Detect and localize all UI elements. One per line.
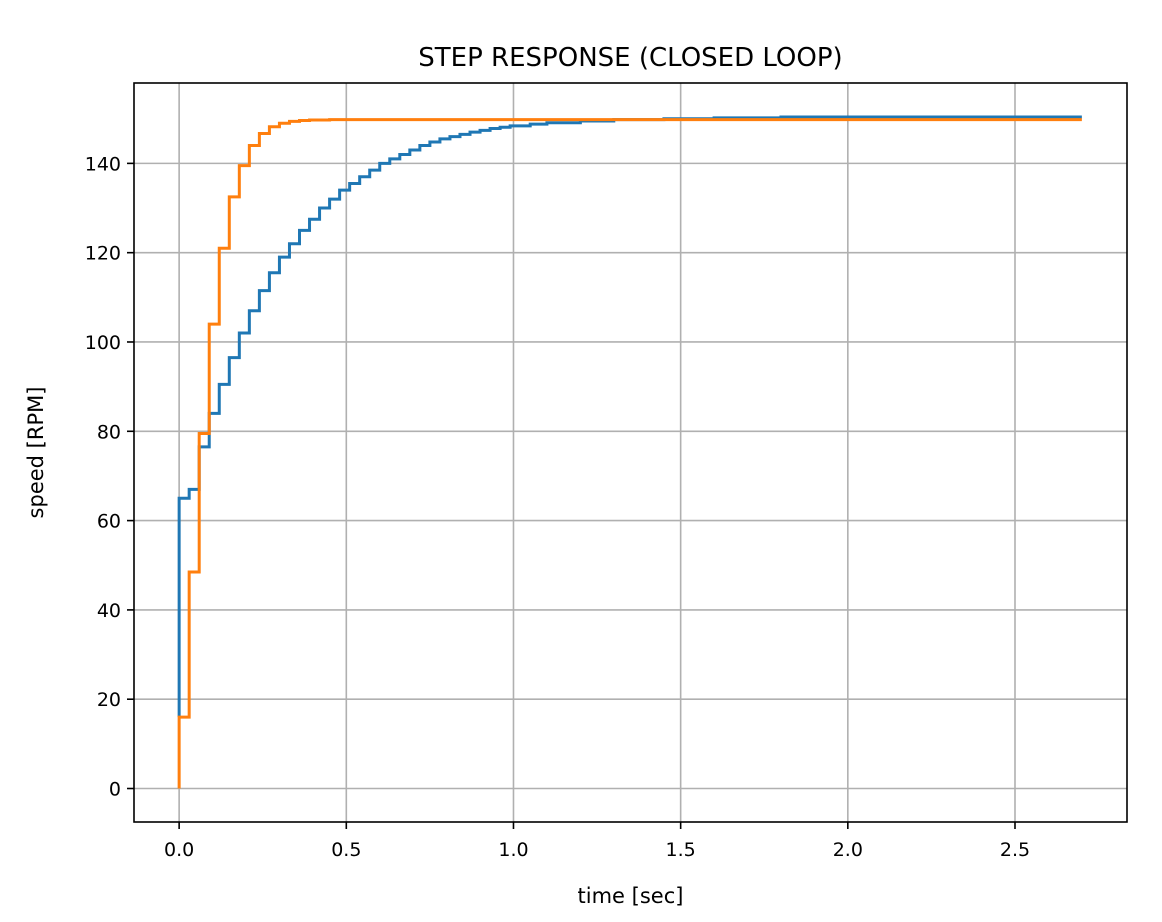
y-tick-label: 40 [97, 600, 121, 622]
tick-layer: 0.0 0.5 1.0 1.5 2.0 2.5 0 20 40 60 80 100 120 140 [85, 153, 1030, 861]
x-axis-label: time [sec] [578, 884, 684, 908]
y-tick-label: 100 [85, 332, 121, 354]
y-tick-label: 20 [97, 689, 121, 711]
y-tick-label: 120 [85, 243, 121, 265]
x-tick-label: 0.5 [331, 839, 361, 861]
x-tick-label: 1.5 [666, 839, 696, 861]
y-tick-label: 140 [85, 153, 121, 175]
y-tick-label: 80 [97, 421, 121, 443]
x-tick-label: 0.0 [164, 839, 194, 861]
y-axis-label: speed [RPM] [24, 387, 48, 519]
series-layer [177, 115, 1082, 789]
x-tick-label: 1.0 [498, 839, 528, 861]
x-tick-label: 2.0 [833, 839, 863, 861]
x-tick-label: 2.5 [1000, 839, 1030, 861]
grid-layer [134, 83, 1127, 822]
series-line-1 [177, 115, 1082, 718]
y-tick-label: 60 [97, 511, 121, 533]
y-tick-label: 0 [109, 779, 121, 801]
chart-title: STEP RESPONSE (CLOSED LOOP) [418, 43, 842, 73]
series-line-2 [177, 118, 1082, 789]
plot-frame [133, 82, 1128, 823]
